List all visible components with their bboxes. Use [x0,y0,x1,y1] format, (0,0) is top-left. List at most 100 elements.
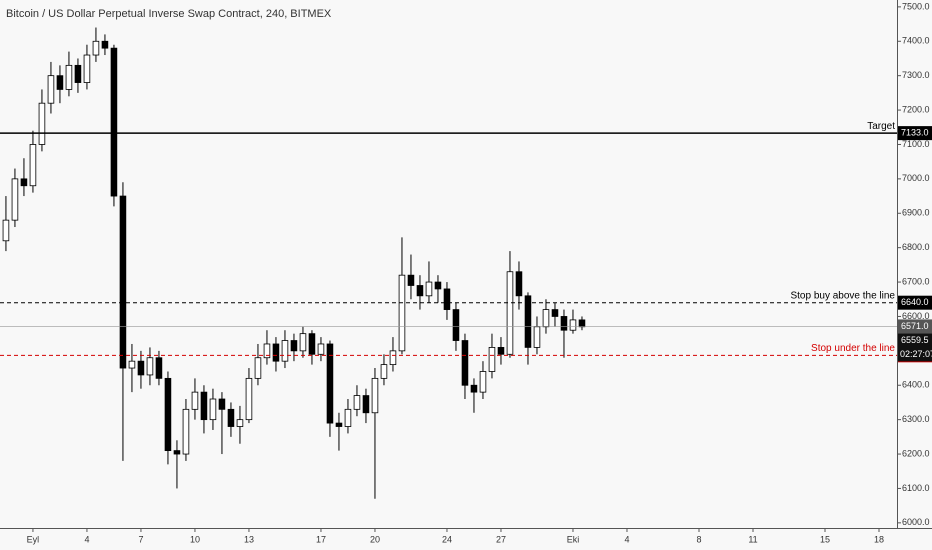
candle-body [290,340,298,352]
candle-body [461,340,469,386]
candle-body [47,75,55,104]
candle-body [110,47,118,197]
candle-body [380,364,388,379]
candle-body [353,395,361,410]
candle-body [308,333,316,355]
last-price-box [898,319,932,334]
y-tick-label: 7300.0 [902,70,930,80]
candle-body [479,371,487,393]
candle-body [497,347,505,355]
x-tick-label: Eki [567,534,580,544]
candle-body [83,54,91,83]
candle-body [362,395,370,414]
candle-body [191,391,199,410]
y-tick-label: 6700.0 [902,276,930,286]
candle-body [56,75,64,90]
candle-body [146,357,154,376]
candle-body [506,271,514,355]
candle-body [164,377,172,452]
x-tick-label: 4 [624,534,629,544]
candle-body [29,144,37,187]
y-tick-label: 6600.0 [902,311,930,321]
level-name: Stop under the line [811,343,895,354]
candle-body [407,274,415,286]
candle-body [245,377,253,421]
candle-body [578,319,586,328]
y-tick-label: 7200.0 [902,104,930,114]
y-tick-label: 6900.0 [902,208,930,218]
x-tick-label: 17 [316,534,326,544]
candle-body [389,350,397,366]
price-marker-label: 6559.5 [901,335,929,345]
candle-body [524,295,532,348]
candle-body [65,64,73,90]
candle-body [299,333,307,352]
candle-body [137,360,145,376]
candle-body [344,408,352,427]
x-tick-label: 24 [442,534,452,544]
candle-body [317,343,325,355]
candle-body [227,408,235,427]
y-tick-label: 7100.0 [902,139,930,149]
candle-body [254,357,262,379]
y-tick-label: 6100.0 [902,483,930,493]
chart-title: Bitcoin / US Dollar Perpetual Inverse Sw… [6,8,332,20]
candle-body [272,343,280,362]
candle-body [488,347,496,372]
x-tick-label: 4 [84,534,89,544]
candle-body [542,309,550,328]
y-tick-label: 6300.0 [902,414,930,424]
level-price-box [898,295,932,310]
candle-body [560,316,568,331]
candle-body [425,281,433,297]
level-name: Stop buy above the line [790,290,895,301]
candle-body [398,274,406,352]
candle-body [74,64,82,83]
y-tick-label: 7000.0 [902,173,930,183]
x-tick-label: 27 [496,534,506,544]
level-price-label: 7133.0 [901,127,929,137]
x-tick-label: 11 [748,534,757,544]
candle-body [101,40,109,49]
candle-body [119,195,127,369]
level-name: Target [867,121,895,132]
candle-body [335,422,343,427]
candle-body [38,102,46,145]
candle-body [515,271,523,297]
price-marker-box [898,333,932,362]
x-tick-label: 18 [874,534,884,544]
y-tick-label: 6000.0 [902,517,930,527]
candle-body [281,340,289,362]
x-tick-label: 13 [244,534,254,544]
y-tick-label: 6800.0 [902,242,930,252]
candle-body [173,450,181,455]
x-tick-label: 8 [696,534,701,544]
candle-body [2,219,10,242]
y-tick-label: 6400.0 [902,380,930,390]
candle-body [416,285,424,297]
candle-body [443,288,451,310]
candle-body [209,398,217,421]
countdown-label: 02:27:07 [900,349,932,359]
candle-body [128,360,136,369]
y-tick-label: 7400.0 [902,36,930,46]
candle-body [11,178,19,221]
candle-body [452,309,460,341]
candle-body [236,419,244,427]
candle-body [20,178,28,187]
candle-body [533,326,541,348]
candle-body [200,391,208,421]
candle-body [155,357,163,379]
candle-body [218,398,226,410]
candle-body [470,384,478,393]
x-tick-label: 15 [820,534,830,544]
candle-body [182,408,190,455]
last-price-label: 6571.0 [901,321,929,331]
candle-body [371,377,379,414]
level-price-box [898,126,932,141]
x-tick-label: Eyl [27,534,40,544]
y-tick-label: 7500.0 [902,1,930,11]
candle-body [569,319,577,331]
